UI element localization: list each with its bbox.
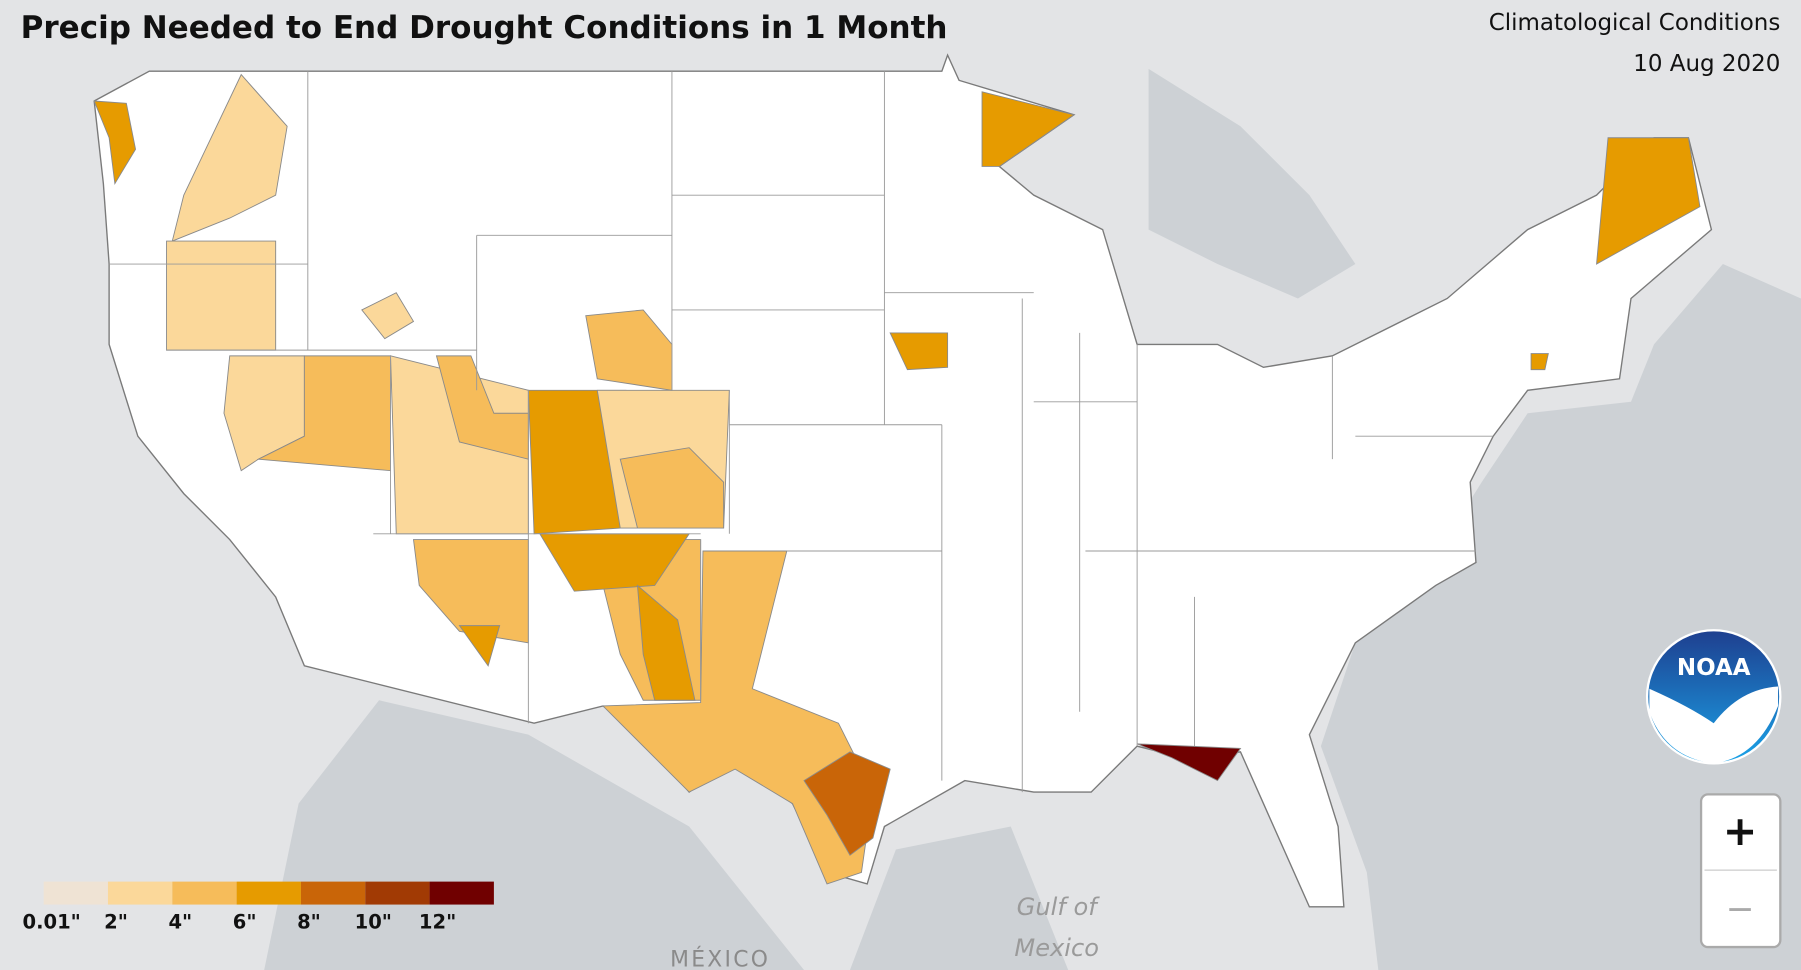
region <box>636 584 696 701</box>
region <box>93 100 137 186</box>
legend-swatch <box>300 881 366 905</box>
water-label: Gulf of <box>1017 893 1101 921</box>
region <box>458 625 501 667</box>
legend-swatch <box>429 881 494 905</box>
region <box>803 751 891 856</box>
noaa-logo: NOAA <box>1645 629 1782 765</box>
legend-label: 4" <box>168 911 192 934</box>
legend-label: 8" <box>297 911 321 934</box>
region <box>619 447 725 529</box>
region <box>601 550 874 885</box>
region <box>1596 137 1701 265</box>
region <box>889 332 949 371</box>
legend-label: 0.01" <box>23 911 81 934</box>
drought-regions <box>93 73 1701 885</box>
subtitle: 10 Aug 2020 <box>1633 51 1780 77</box>
region <box>256 355 391 472</box>
map-title: Precip Needed to End Drought Conditions … <box>21 10 948 46</box>
logo-text: NOAA <box>1677 655 1751 681</box>
legend-swatch <box>43 881 108 905</box>
state-borders <box>109 71 1494 793</box>
state-lines <box>109 71 1494 793</box>
legend-label: 10" <box>355 911 392 934</box>
legend-label: 6" <box>233 911 257 934</box>
zoom-control: + − <box>1699 793 1782 949</box>
legend: 0.01" 2" 4" 6" 8" 10" 12" <box>23 881 494 934</box>
us-outline <box>93 53 1713 908</box>
legend-label: 2" <box>104 911 128 934</box>
subtitle: Climatological Conditions <box>1489 10 1781 36</box>
legend-label: 12" <box>419 911 456 934</box>
logo-wave <box>1649 686 1779 764</box>
zoom-in-button[interactable]: + <box>1723 807 1758 855</box>
legend-swatch <box>236 881 301 905</box>
water-label: Mexico <box>1014 934 1099 962</box>
region <box>981 91 1076 167</box>
legend-swatch <box>172 881 237 905</box>
region <box>166 240 277 351</box>
legend-swatch <box>365 881 430 905</box>
region <box>361 292 415 340</box>
zoom-out-button[interactable]: − <box>1726 890 1755 930</box>
region <box>1136 743 1242 782</box>
legend-swatch <box>107 881 173 905</box>
region <box>1530 353 1549 371</box>
country-label: MÉXICO <box>670 947 770 970</box>
great-lakes <box>1148 68 1356 299</box>
